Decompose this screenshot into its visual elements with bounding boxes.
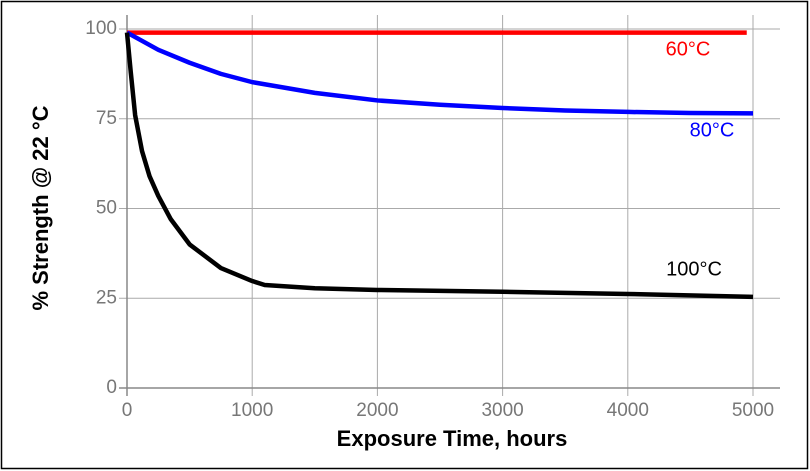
series-line: [124, 32, 754, 300]
series-label: 60°C: [666, 38, 711, 60]
y-tick-label: 100: [85, 18, 117, 39]
x-tick-label: 4000: [607, 400, 649, 421]
x-axis-title: Exposure Time, hours: [337, 426, 568, 451]
x-tick-label: 2000: [356, 400, 398, 421]
y-axis-title: % Strength @ 22 °C: [28, 105, 53, 310]
y-tick-label: 50: [96, 198, 117, 219]
series-label: 100°C: [666, 258, 722, 280]
series-line: [125, 30, 754, 116]
x-tick-label: 1000: [231, 400, 273, 421]
x-tick-label: 3000: [481, 400, 523, 421]
series-label: 80°C: [690, 119, 735, 141]
y-tick-label: 0: [106, 377, 117, 398]
x-tick-label: 5000: [732, 400, 774, 421]
y-tick-label: 25: [96, 287, 117, 308]
y-tick-label: 75: [96, 108, 117, 129]
x-tick-label: 0: [122, 400, 133, 421]
